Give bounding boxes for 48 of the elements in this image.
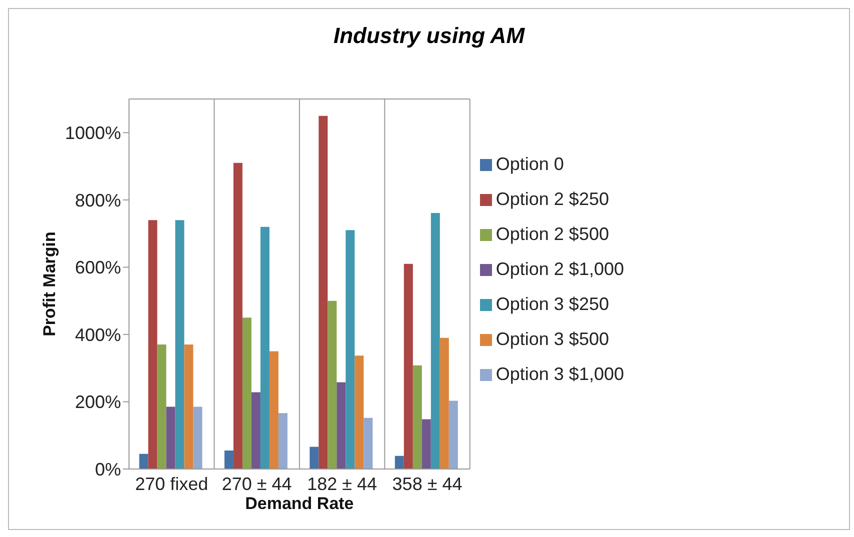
y-tick-label: 200% <box>74 392 121 412</box>
bar <box>175 220 184 469</box>
bar <box>310 446 319 469</box>
x-tick-label: 270 ± 44 <box>222 474 292 494</box>
x-tick-label: 358 ± 44 <box>392 474 462 494</box>
bar <box>233 162 242 469</box>
bar <box>139 454 148 469</box>
x-axis-title: Demand Rate <box>245 494 354 513</box>
bar <box>260 226 270 469</box>
bar <box>440 338 449 469</box>
legend-label: Option 3 $500 <box>496 328 609 348</box>
bar <box>242 318 252 469</box>
bar <box>148 220 158 469</box>
y-tick-label: 0% <box>94 459 121 480</box>
chart-title: Industry using AM <box>332 23 526 49</box>
bar <box>278 413 288 469</box>
bar <box>184 344 194 469</box>
x-tick-label: 182 ± 44 <box>307 474 378 494</box>
y-tick-label: 1000% <box>64 123 121 144</box>
y-tick-label: 800% <box>74 190 121 210</box>
bar <box>448 400 458 469</box>
y-tick-label: 600% <box>74 258 121 278</box>
legend-label: Option 3 $1,000 <box>496 364 624 384</box>
y-axis-title: Profit Margin <box>40 232 60 336</box>
bar <box>193 406 202 469</box>
bar <box>422 419 431 469</box>
bar <box>394 456 404 469</box>
legend-label: Option 2 $500 <box>496 224 609 244</box>
bar <box>404 264 413 469</box>
bar <box>328 300 337 469</box>
y-tick-label: 400% <box>74 324 121 345</box>
bar <box>269 351 278 469</box>
legend-label: Option 0 <box>496 154 564 174</box>
legend-label: Option 3 $250 <box>496 294 609 314</box>
legend-label: Option 2 $1,000 <box>496 258 624 278</box>
bar <box>224 450 234 469</box>
bar <box>364 418 373 469</box>
bar <box>336 382 346 469</box>
bar <box>251 392 260 469</box>
bar <box>346 230 355 469</box>
bar <box>354 356 364 469</box>
bar <box>166 406 176 469</box>
bar <box>412 365 422 469</box>
bar <box>318 116 328 469</box>
legend-label: Option 2 $250 <box>496 188 609 208</box>
bar <box>157 344 166 469</box>
bar <box>430 213 440 469</box>
x-tick-label: 270 fixed <box>135 474 208 494</box>
